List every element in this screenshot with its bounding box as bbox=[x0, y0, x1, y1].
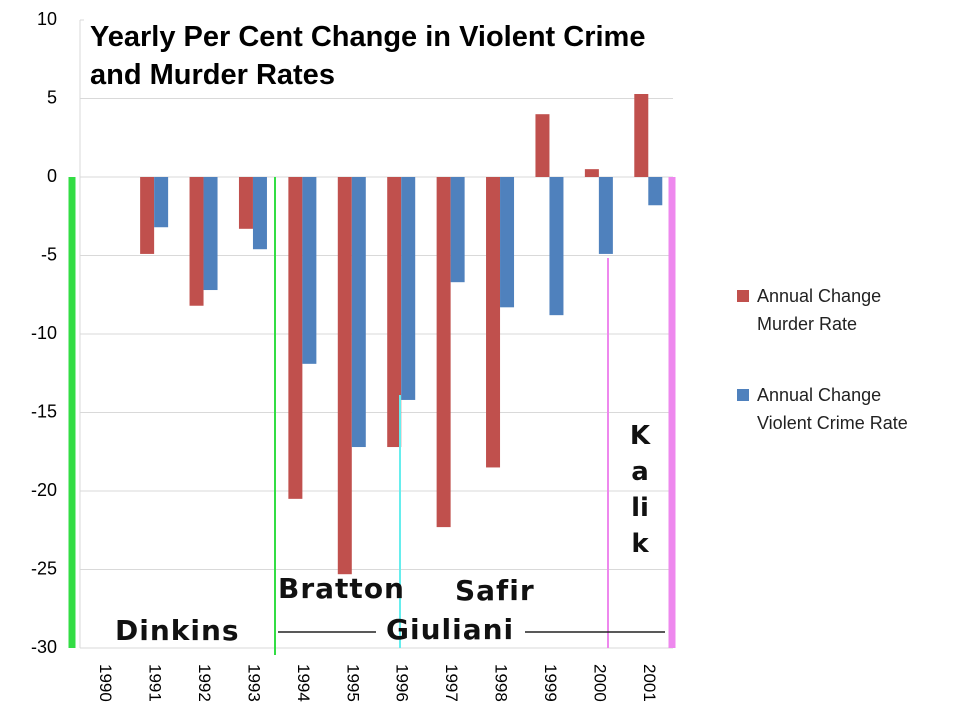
annotation: Giuliani bbox=[386, 613, 515, 646]
bar bbox=[450, 177, 465, 283]
x-tick-label: 1995 bbox=[343, 664, 362, 702]
x-tick-label: 1994 bbox=[294, 664, 313, 702]
y-tick-label: -15 bbox=[31, 401, 57, 421]
bar bbox=[238, 177, 253, 229]
bar bbox=[302, 177, 317, 364]
chart-title: Yearly Per Cent Change in Violent Crime … bbox=[84, 18, 706, 94]
bar bbox=[584, 169, 599, 177]
bar bbox=[486, 177, 501, 468]
x-tick-label: 1997 bbox=[442, 664, 461, 702]
bar bbox=[648, 177, 663, 206]
bar bbox=[535, 114, 550, 177]
x-tick-label: 1991 bbox=[146, 664, 165, 702]
bar bbox=[634, 85, 649, 177]
bar bbox=[598, 177, 613, 254]
bar bbox=[549, 177, 564, 316]
y-tick-label: -20 bbox=[31, 480, 57, 500]
annotation: Dinkins bbox=[115, 614, 240, 647]
y-tick-label: -5 bbox=[41, 244, 57, 264]
bar bbox=[351, 177, 366, 448]
bar bbox=[500, 177, 515, 308]
legend-swatch bbox=[737, 290, 749, 302]
legend-swatch bbox=[737, 389, 749, 401]
y-tick-label: 0 bbox=[47, 166, 57, 186]
annotation: Kalik bbox=[629, 421, 651, 559]
bar bbox=[203, 177, 218, 291]
x-tick-label: 1998 bbox=[492, 664, 511, 702]
x-tick-label: 1993 bbox=[244, 664, 263, 702]
bar bbox=[436, 177, 451, 528]
bar bbox=[140, 177, 155, 254]
bar bbox=[154, 177, 169, 228]
x-tick-label: 1990 bbox=[96, 664, 115, 702]
bar bbox=[387, 177, 402, 448]
y-tick-label: -30 bbox=[31, 637, 57, 657]
x-tick-label: 1996 bbox=[393, 664, 412, 702]
x-tick-label: 2001 bbox=[640, 664, 659, 702]
annotation: Safir bbox=[455, 574, 535, 607]
x-tick-label: 1999 bbox=[541, 664, 560, 702]
bar bbox=[337, 177, 352, 575]
legend-label: Annual Change Violent Crime Rate bbox=[757, 385, 908, 433]
bar bbox=[288, 177, 303, 499]
y-tick-label: -10 bbox=[31, 323, 57, 343]
y-tick-label: -25 bbox=[31, 558, 57, 578]
y-tick-label: 5 bbox=[47, 87, 57, 107]
y-tick-label: 10 bbox=[37, 9, 57, 29]
bar bbox=[252, 177, 267, 250]
legend-label: Annual Change Murder Rate bbox=[757, 286, 882, 334]
annotation: Bratton bbox=[278, 572, 405, 605]
bar bbox=[189, 177, 204, 306]
x-tick-label: 2000 bbox=[590, 664, 609, 702]
bar bbox=[401, 177, 416, 400]
x-tick-label: 1992 bbox=[195, 664, 214, 702]
